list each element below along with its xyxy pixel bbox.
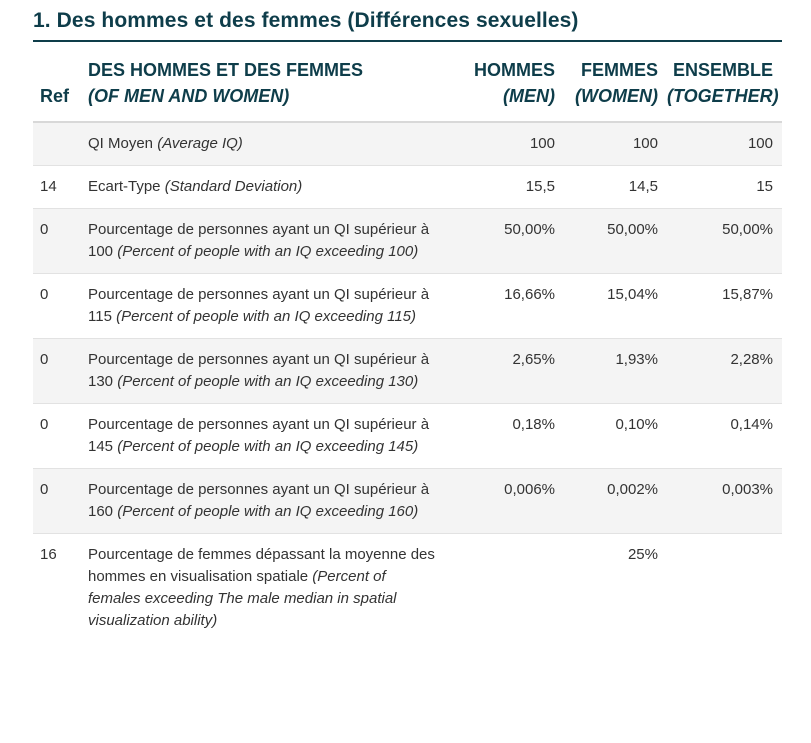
row-ref: 14 bbox=[33, 165, 88, 209]
table-header-row: Ref DES HOMMES ET DES FEMMES (OF MEN AND… bbox=[33, 57, 782, 123]
row-label-fr: Pourcentage de femmes dépassant la moyen… bbox=[88, 546, 435, 585]
row-men-value: 16,66% bbox=[458, 273, 564, 339]
row-label: Ecart-Type (Standard Deviation) bbox=[88, 165, 458, 209]
row-women-value: 100 bbox=[564, 122, 667, 166]
row-label-fr: Pourcentage de personnes ayant un QI sup… bbox=[88, 351, 430, 390]
table-row: 0 Pourcentage de personnes ayant un QI s… bbox=[33, 468, 782, 534]
row-ref bbox=[33, 122, 88, 166]
header-men: HOMMES (MEN) bbox=[458, 57, 564, 123]
row-women-value: 0,10% bbox=[564, 403, 667, 469]
row-men-value: 2,65% bbox=[458, 338, 564, 404]
row-men-value: 0,18% bbox=[458, 403, 564, 469]
header-label-en: (OF MEN AND WOMEN) bbox=[88, 86, 290, 106]
row-label-en: (Percent of people with an IQ exceeding … bbox=[117, 373, 419, 390]
content-area: 1. Des hommes et des femmes (Différences… bbox=[33, 0, 782, 642]
table-row: 0 Pourcentage de personnes ayant un QI s… bbox=[33, 338, 782, 404]
row-label: Pourcentage de personnes ayant un QI sup… bbox=[88, 403, 458, 469]
row-label: QI Moyen (Average IQ) bbox=[88, 122, 458, 166]
row-label-en: (Standard Deviation) bbox=[164, 178, 303, 195]
row-label: Pourcentage de personnes ayant un QI sup… bbox=[88, 468, 458, 534]
row-label-fr: Pourcentage de personnes ayant un QI sup… bbox=[88, 286, 430, 325]
row-label: Pourcentage de femmes dépassant la moyen… bbox=[88, 533, 458, 642]
row-ref: 0 bbox=[33, 468, 88, 534]
row-ref: 0 bbox=[33, 208, 88, 274]
row-ref: 16 bbox=[33, 533, 88, 642]
row-women-value: 25% bbox=[564, 533, 667, 642]
row-together-value: 100 bbox=[667, 122, 782, 166]
table-row: 0 Pourcentage de personnes ayant un QI s… bbox=[33, 208, 782, 274]
row-ref: 0 bbox=[33, 338, 88, 404]
row-label-en: (Percent of people with an IQ exceeding … bbox=[117, 503, 419, 520]
title-divider bbox=[33, 40, 782, 42]
row-women-value: 15,04% bbox=[564, 273, 667, 339]
row-label-fr: QI Moyen bbox=[88, 135, 158, 152]
row-together-value: 2,28% bbox=[667, 338, 782, 404]
header-ref-label: Ref bbox=[40, 86, 70, 106]
row-women-value: 0,002% bbox=[564, 468, 667, 534]
header-together: ENSEMBLE (TOGETHER) bbox=[667, 57, 782, 123]
iq-differences-table: Ref DES HOMMES ET DES FEMMES (OF MEN AND… bbox=[33, 57, 782, 642]
table-row: 0 Pourcentage de personnes ayant un QI s… bbox=[33, 403, 782, 469]
row-together-value: 50,00% bbox=[667, 208, 782, 274]
row-men-value: 15,5 bbox=[458, 165, 564, 209]
row-label-en: (Average IQ) bbox=[157, 135, 243, 152]
header-men-fr: HOMMES bbox=[474, 60, 555, 80]
table-row: QI Moyen (Average IQ) 100 100 100 bbox=[33, 122, 782, 166]
row-label-en: (Percent of people with an IQ exceeding … bbox=[117, 243, 419, 260]
header-together-fr: ENSEMBLE bbox=[672, 60, 773, 80]
row-together-value: 15,87% bbox=[667, 273, 782, 339]
row-together-value: 15 bbox=[667, 165, 782, 209]
row-together-value: 0,003% bbox=[667, 468, 782, 534]
row-men-value: 50,00% bbox=[458, 208, 564, 274]
row-women-value: 14,5 bbox=[564, 165, 667, 209]
header-label-fr: DES HOMMES ET DES FEMMES bbox=[88, 60, 364, 80]
header-together-en: (TOGETHER) bbox=[667, 86, 779, 106]
row-women-value: 1,93% bbox=[564, 338, 667, 404]
row-women-value: 50,00% bbox=[564, 208, 667, 274]
row-label-fr: Pourcentage de personnes ayant un QI sup… bbox=[88, 221, 430, 260]
row-men-value: 100 bbox=[458, 122, 564, 166]
header-women-en: (WOMEN) bbox=[575, 86, 658, 106]
table-row: 14 Ecart-Type (Standard Deviation) 15,5 … bbox=[33, 165, 782, 209]
header-women: FEMMES (WOMEN) bbox=[564, 57, 667, 123]
header-men-en: (MEN) bbox=[503, 86, 555, 106]
row-men-value bbox=[458, 533, 564, 642]
header-women-fr: FEMMES bbox=[580, 60, 658, 80]
row-ref: 0 bbox=[33, 403, 88, 469]
row-label-en: (Percent of females exceeding The male m… bbox=[88, 568, 397, 629]
row-label: Pourcentage de personnes ayant un QI sup… bbox=[88, 208, 458, 274]
page-title: 1. Des hommes et des femmes (Différences… bbox=[33, 9, 579, 32]
row-label-fr: Pourcentage de personnes ayant un QI sup… bbox=[88, 481, 430, 520]
row-label: Pourcentage de personnes ayant un QI sup… bbox=[88, 273, 458, 339]
row-label-en: (Percent of people with an IQ exceeding … bbox=[116, 308, 416, 325]
table-row: 16 Pourcentage de femmes dépassant la mo… bbox=[33, 533, 782, 642]
row-together-value: 0,14% bbox=[667, 403, 782, 469]
row-ref: 0 bbox=[33, 273, 88, 339]
table-row: 0 Pourcentage de personnes ayant un QI s… bbox=[33, 273, 782, 339]
row-label-en: (Percent of people with an IQ exceeding … bbox=[117, 438, 419, 455]
row-label-fr: Pourcentage de personnes ayant un QI sup… bbox=[88, 416, 430, 455]
row-men-value: 0,006% bbox=[458, 468, 564, 534]
header-label: DES HOMMES ET DES FEMMES (OF MEN AND WOM… bbox=[88, 57, 458, 123]
row-together-value bbox=[667, 533, 782, 642]
header-ref: Ref bbox=[33, 57, 88, 123]
row-label: Pourcentage de personnes ayant un QI sup… bbox=[88, 338, 458, 404]
row-label-fr: Ecart-Type bbox=[88, 178, 165, 195]
